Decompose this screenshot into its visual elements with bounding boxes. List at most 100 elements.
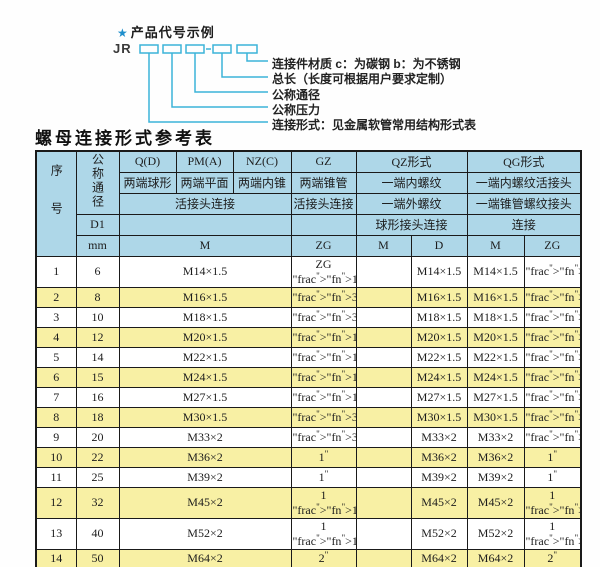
cell-qg-zg: "frac">"fn">3"fd">4" bbox=[523, 406, 582, 428]
cell-qz-m bbox=[355, 517, 412, 550]
diagram-title-text: 产品代号示例 bbox=[130, 25, 215, 40]
cell-gz-zg: 1 "frac">"fn">1"fd">4" bbox=[290, 486, 357, 519]
cell-seq: 7 bbox=[35, 386, 77, 408]
diagram-title: ★ 产品代号示例 bbox=[117, 22, 215, 41]
header-qg: QG形式 bbox=[466, 150, 582, 173]
cell-gz-zg: "frac">"fn">3"fd">4" bbox=[290, 426, 357, 448]
label-nominal-diameter: 公称通径 bbox=[272, 88, 321, 102]
cell-qz-m bbox=[355, 306, 412, 328]
cell-gz-zg: "frac">"fn">1"fd">2" bbox=[290, 366, 357, 388]
cell-seq: 8 bbox=[35, 406, 77, 428]
table-title: 螺母连接形式参考表 bbox=[35, 129, 215, 148]
table-row: 615M24×1.5"frac">"fn">1"fd">2"M24×1.5M24… bbox=[35, 366, 582, 388]
cell-qg-m: M64×2 bbox=[466, 548, 525, 567]
cell-gz-zg: ZG "frac">"fn">1"fd">4" bbox=[290, 255, 357, 288]
cell-thread-m: M18×1.5 bbox=[118, 306, 292, 328]
header-qg-sub2: 一端锥管螺纹接头 bbox=[466, 192, 582, 215]
cell-qg-zg: "frac">"fn">1"fd">2" bbox=[523, 346, 582, 368]
cell-qz-m bbox=[355, 386, 412, 408]
label-nominal-pressure: 公称压力 bbox=[272, 103, 321, 117]
cell-qz-d: M36×2 bbox=[410, 446, 468, 468]
cell-qg-m: M30×1.5 bbox=[466, 406, 525, 428]
cell-qg-zg: "frac">"fn">3"fd">8" bbox=[523, 286, 582, 308]
cell-qg-zg: 2" bbox=[523, 548, 582, 567]
cell-seq: 14 bbox=[35, 548, 77, 567]
header-left-connection: 活接头连接 bbox=[118, 192, 292, 215]
code-box-4 bbox=[212, 44, 232, 54]
header-gz: GZ bbox=[290, 150, 357, 173]
cell-qz-d: M20×1.5 bbox=[410, 326, 468, 348]
cell-gz-zg: "frac">"fn">3"fd">8" bbox=[290, 286, 357, 308]
header-d1: D1 bbox=[75, 213, 120, 236]
cell-seq: 9 bbox=[35, 426, 77, 448]
header-qz-d: D bbox=[410, 234, 468, 257]
cell-d1: 50 bbox=[75, 548, 120, 567]
cell-qz-m bbox=[355, 326, 412, 348]
cell-qz-d: M45×2 bbox=[410, 486, 468, 519]
cell-seq: 5 bbox=[35, 346, 77, 368]
cell-d1: 8 bbox=[75, 286, 120, 308]
cell-thread-m: M64×2 bbox=[118, 548, 292, 567]
header-qz-m: M bbox=[355, 234, 412, 257]
star-icon: ★ bbox=[117, 26, 129, 40]
cell-qz-m bbox=[355, 548, 412, 567]
cell-seq: 11 bbox=[35, 466, 77, 488]
connector-line-3 bbox=[194, 53, 268, 93]
cell-qg-m: M22×1.5 bbox=[466, 346, 525, 368]
table-row: 10 22 M36×2 1" M36×2 M36×2 1" bbox=[35, 446, 582, 468]
cell-d1: 20 bbox=[75, 426, 120, 448]
cell-thread-m: M39×2 bbox=[118, 466, 292, 488]
cell-qz-m bbox=[355, 446, 412, 468]
cell-qg-m: M36×2 bbox=[466, 446, 525, 468]
code-box-1 bbox=[139, 44, 159, 54]
cell-seq: 6 bbox=[35, 366, 77, 388]
cell-gz-zg: "frac">"fn">1"fd">2" bbox=[290, 346, 357, 368]
header-blank-gz bbox=[290, 213, 357, 236]
cell-qg-zg: "frac">"fn">1"fd">2" bbox=[523, 386, 582, 408]
cell-seq: 3 bbox=[35, 306, 77, 328]
cell-qg-m: M45×2 bbox=[466, 486, 525, 519]
table-header: 序号 公称通径 Q(D) PM(A) NZ(C) GZ QZ形式 QG形式 两端… bbox=[35, 150, 582, 257]
cell-d1: 6 bbox=[75, 255, 120, 288]
cell-seq: 2 bbox=[35, 286, 77, 308]
cell-qz-d: M14×1.5 bbox=[410, 255, 468, 288]
cell-qg-m: M39×2 bbox=[466, 466, 525, 488]
header-qg-m: M bbox=[466, 234, 525, 257]
header-gz-connection: 活接头连接 bbox=[290, 192, 357, 215]
table-row: 514M22×1.5"frac">"fn">1"fd">2"M22×1.5M22… bbox=[35, 346, 582, 368]
cell-qz-d: M30×1.5 bbox=[410, 406, 468, 428]
cell-thread-m: M52×2 bbox=[118, 517, 292, 550]
header-nz-sub: 两端内锥 bbox=[232, 171, 292, 194]
cell-qz-m bbox=[355, 426, 412, 448]
header-qg-zg: ZG bbox=[523, 234, 582, 257]
cell-seq: 13 bbox=[35, 517, 77, 550]
header-qz-sub2: 一端外螺纹 bbox=[355, 192, 468, 215]
cell-d1: 16 bbox=[75, 386, 120, 408]
header-seq: 序号 bbox=[35, 150, 77, 257]
cell-thread-m: M14×1.5 bbox=[118, 255, 292, 288]
cell-qz-m bbox=[355, 406, 412, 428]
cell-qg-m: M24×1.5 bbox=[466, 366, 525, 388]
table-row: 412M20×1.5"frac">"fn">1"fd">2"M20×1.5M20… bbox=[35, 326, 582, 348]
table-row: 14 50 M64×2 2" M64×2 M64×2 2" bbox=[35, 548, 582, 567]
cell-d1: 32 bbox=[75, 486, 120, 519]
header-zg-label: ZG bbox=[290, 234, 357, 257]
cell-seq: 4 bbox=[35, 326, 77, 348]
cell-qg-zg: "frac">"fn">3"fd">8" bbox=[523, 306, 582, 328]
cell-qg-m: M16×1.5 bbox=[466, 286, 525, 308]
cell-qz-d: M24×1.5 bbox=[410, 366, 468, 388]
cell-thread-m: M36×2 bbox=[118, 446, 292, 468]
cell-qz-d: M33×2 bbox=[410, 426, 468, 448]
table-row: 310M18×1.5"frac">"fn">3"fd">8"M18×1.5M18… bbox=[35, 306, 582, 328]
table-row: 818M30×1.5"frac">"fn">3"fd">4"M30×1.5M30… bbox=[35, 406, 582, 428]
cell-thread-m: M22×1.5 bbox=[118, 346, 292, 368]
cell-qz-d: M39×2 bbox=[410, 466, 468, 488]
cell-d1: 25 bbox=[75, 466, 120, 488]
label-material: 连接件材质 c：为碳钢 b：为不锈钢 bbox=[272, 57, 461, 71]
cell-qg-zg: 1" bbox=[523, 446, 582, 468]
cell-gz-zg: "frac">"fn">3"fd">8" bbox=[290, 306, 357, 328]
code-box-2 bbox=[162, 44, 182, 54]
cell-qg-m: M20×1.5 bbox=[466, 326, 525, 348]
cell-d1: 12 bbox=[75, 326, 120, 348]
